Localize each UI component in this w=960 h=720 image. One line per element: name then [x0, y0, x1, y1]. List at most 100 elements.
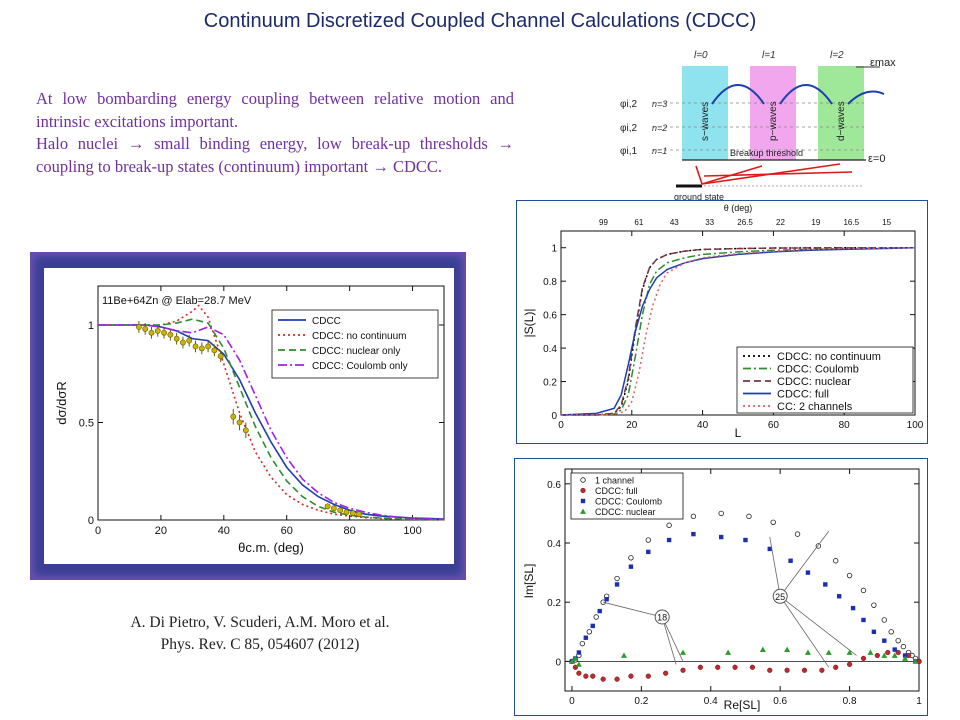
scatter-point — [663, 670, 669, 676]
y-tick-label: 0 — [88, 515, 94, 527]
scatter-point — [846, 572, 853, 579]
y-tick-label: 0.6 — [543, 311, 557, 322]
scatter-point — [833, 558, 839, 564]
citation: A. Di Pietro, V. Scuderi, A.M. Moro et a… — [40, 612, 480, 656]
diagram-columns: l=0 l=1 l=2 — [694, 50, 844, 61]
x-axis-label: θc.m. (deg) — [238, 540, 304, 555]
cross-section-chart: 0 20 40 60 80 100 0 0.5 1 11Be+64Zn @ Elab=28.7 M… — [54, 285, 445, 555]
scatter-point — [871, 629, 877, 634]
scatter-point — [794, 531, 801, 537]
scatter-point — [593, 614, 599, 620]
scatter-point — [836, 594, 842, 599]
scatter-point — [715, 664, 721, 670]
scatter-point — [718, 534, 724, 540]
scatter-point — [621, 652, 627, 658]
scatter-point — [895, 649, 901, 656]
scatter-point — [860, 587, 867, 594]
scatter-point — [759, 646, 766, 652]
y-tick-label: 1 — [88, 320, 94, 332]
data-point — [186, 337, 193, 344]
scatter-point — [891, 652, 898, 658]
scatter-point — [628, 673, 634, 679]
plot-frame — [564, 468, 920, 692]
scatter-point — [767, 667, 773, 673]
scatter-point — [597, 608, 602, 614]
cross-section-figure-frame: 0 20 40 60 80 100 0 0.5 1 11Be+64Zn @ Elab=28.7 M… — [30, 252, 466, 580]
legend-label: CDCC — [312, 316, 341, 327]
scatter-point — [590, 673, 596, 679]
top-tick-label: 61 — [634, 218, 643, 227]
band-d — [818, 66, 864, 160]
y-tick-label: 0.5 — [79, 418, 94, 430]
column-label-l1: l=1 — [762, 50, 776, 61]
citation-authors: A. Di Pietro, V. Scuderi, A.M. Moro et a… — [130, 614, 390, 631]
data-point — [173, 335, 180, 342]
x-axis-label: Re[SL] — [724, 698, 761, 712]
y-axis-label: Im[SL] — [522, 564, 536, 599]
y-tick-label: 0.2 — [543, 378, 557, 389]
data-point — [142, 326, 149, 332]
x-tick-label: 80 — [839, 420, 851, 431]
scatter-point — [572, 655, 579, 661]
data-point — [331, 505, 337, 512]
top-tick-label: 99 — [599, 218, 608, 227]
y-axis-label: |S(L)| — [522, 309, 536, 338]
cdcc-diagram: l=0 l=1 l=2 s−waves p−waves d−waves εmax… — [620, 50, 896, 202]
callout-line — [779, 595, 857, 656]
data-point — [356, 511, 362, 518]
scatter-point — [568, 658, 575, 664]
scatter-point — [576, 650, 582, 655]
scatter-point — [825, 649, 832, 655]
scatter-point — [860, 655, 867, 662]
y-tick-label: 0.6 — [547, 480, 561, 491]
cross-section-figure-panel: 0 20 40 60 80 100 0 0.5 1 11Be+64Zn @ Elab=28.7 M… — [44, 268, 454, 564]
sl-chart: 0 20 40 60 80 100 0 0.2 0.4 0.6 0.8 1 θ (deg) 99 61 43 3… — [522, 203, 924, 440]
argand-figure-frame: 0 0.2 0.4 0.6 0.8 1 0 0.2 0.4 0.6 18 25 Re[SL] Im[SL]… — [514, 458, 928, 716]
scatter-point — [583, 635, 589, 640]
x-tick-label: 0 — [558, 420, 564, 431]
x-tick-label: 40 — [218, 525, 230, 537]
x-tick-label: 100 — [907, 420, 924, 431]
scatter-point — [767, 546, 772, 552]
callout-circle — [772, 588, 788, 604]
data-point — [205, 343, 211, 350]
scatter-point — [846, 661, 853, 667]
data-point — [167, 331, 174, 338]
ground-state-label: ground state — [674, 192, 724, 202]
threshold-label: Breakup threshold — [730, 148, 803, 158]
data-point — [337, 507, 344, 514]
legend-label: CDCC: full — [777, 389, 829, 401]
scatter-point — [732, 664, 738, 670]
data-point — [324, 503, 331, 510]
x-tick-label: 60 — [768, 420, 780, 431]
sl-figure-frame: 0 20 40 60 80 100 0 0.2 0.4 0.6 0.8 1 θ (deg) 99 61 43 3… — [516, 200, 928, 444]
series-line — [561, 246, 916, 416]
barrier-curve-2 — [779, 84, 833, 105]
scatter-point — [881, 652, 888, 658]
scatter-point — [882, 638, 887, 643]
data-point — [198, 345, 205, 352]
band-s — [682, 66, 728, 160]
callout-label: 18 — [657, 613, 667, 623]
legend-label: CDCC: Coulomb — [777, 364, 859, 376]
scatter-point — [614, 582, 620, 587]
scatter-point — [725, 649, 732, 655]
scatter-point — [784, 646, 791, 652]
series-line — [98, 324, 445, 520]
band-label-s: s−waves — [700, 102, 711, 141]
scatter-point — [645, 673, 651, 679]
y-tick-label: 0.4 — [547, 539, 561, 550]
scatter-point — [628, 555, 634, 561]
scatter-point — [614, 676, 620, 682]
scatter-point — [881, 617, 887, 623]
callout-line — [779, 530, 830, 597]
callout-line — [779, 596, 830, 668]
scatter-point — [579, 640, 586, 647]
scatter-point — [691, 531, 696, 537]
top-tick-label: 43 — [670, 218, 679, 227]
argand-chart: 0 0.2 0.4 0.6 0.8 1 0 0.2 0.4 0.6 18 25 Re[SL] Im[SL]… — [522, 468, 922, 712]
scatter-point — [690, 513, 697, 520]
scatter-point — [902, 655, 909, 661]
x-tick-label: 1 — [916, 696, 922, 707]
legend-label: CDCC: full — [595, 486, 638, 496]
